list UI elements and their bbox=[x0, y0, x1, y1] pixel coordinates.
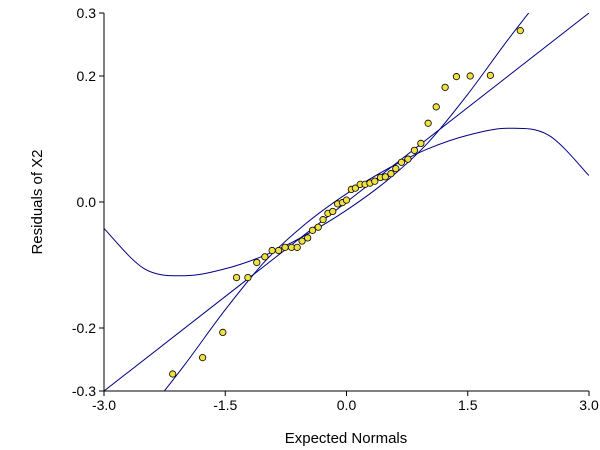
data-point bbox=[268, 246, 276, 255]
x-tick-label: 3.0 bbox=[579, 397, 599, 413]
x-tick-label: 0.0 bbox=[337, 397, 357, 413]
data-point bbox=[319, 216, 327, 224]
data-point bbox=[432, 103, 440, 111]
data-point bbox=[371, 177, 379, 185]
data-point bbox=[424, 119, 432, 127]
data-point bbox=[486, 71, 494, 79]
y-tick-label: 0.0 bbox=[77, 194, 97, 210]
data-point bbox=[298, 237, 306, 245]
bands-layer bbox=[104, 13, 589, 391]
x-tick-label: 1.5 bbox=[458, 397, 478, 413]
data-point bbox=[397, 158, 406, 166]
data-point bbox=[261, 253, 269, 261]
data-point bbox=[351, 184, 359, 192]
data-point bbox=[199, 354, 207, 362]
data-point bbox=[516, 27, 524, 35]
data-point bbox=[219, 328, 227, 337]
data-point bbox=[293, 243, 301, 251]
data-points bbox=[169, 27, 524, 378]
data-point bbox=[387, 170, 395, 178]
data-point bbox=[308, 226, 317, 234]
y-axis-ticks: 0.3 0.2 0.0 -0.2 -0.3 bbox=[72, 5, 104, 399]
data-point bbox=[392, 165, 400, 173]
data-point bbox=[244, 273, 252, 282]
y-axis-title: Residuals of X2 bbox=[29, 149, 46, 254]
upper-confidence-band bbox=[104, 13, 530, 277]
data-point bbox=[304, 234, 312, 242]
data-point bbox=[314, 223, 322, 231]
data-point bbox=[232, 273, 241, 282]
x-tick-label: -3.0 bbox=[92, 397, 116, 413]
y-tick-label: 0.2 bbox=[77, 68, 97, 84]
y-tick-label: -0.3 bbox=[72, 383, 96, 399]
y-tick-label: -0.2 bbox=[72, 320, 96, 336]
data-point bbox=[417, 139, 425, 148]
data-point bbox=[281, 243, 289, 251]
data-point bbox=[342, 196, 351, 204]
data-point bbox=[274, 246, 283, 255]
x-axis-title: Expected Normals bbox=[285, 430, 408, 447]
data-point bbox=[253, 258, 261, 267]
data-point bbox=[329, 207, 337, 216]
data-point bbox=[404, 155, 412, 163]
data-point bbox=[381, 173, 389, 181]
x-tick-label: -1.5 bbox=[213, 397, 237, 413]
data-point bbox=[466, 72, 474, 80]
x-axis-ticks: -3.0 -1.5 0.0 1.5 3.0 bbox=[92, 391, 599, 413]
data-point bbox=[452, 73, 461, 81]
data-point bbox=[169, 370, 177, 378]
data-point bbox=[410, 146, 418, 154]
y-tick-label: 0.3 bbox=[77, 5, 97, 21]
lower-confidence-band bbox=[163, 127, 589, 391]
data-point bbox=[441, 83, 449, 91]
